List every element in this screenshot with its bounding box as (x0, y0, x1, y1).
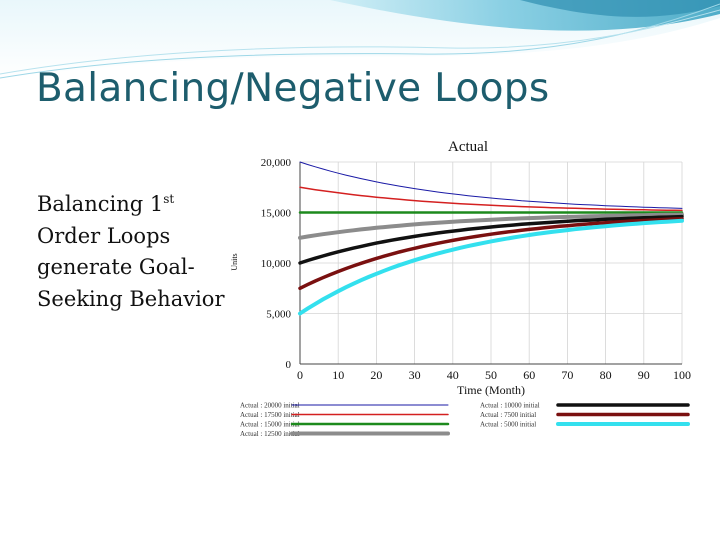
body-line-2: Order Loops (37, 223, 171, 248)
x-tick-labels: 0 10 20 30 40 50 60 70 80 90 100 (297, 368, 691, 382)
legend-label: Actual : 17500 initial (240, 411, 300, 419)
y-tick-label: 20,000 (261, 157, 292, 169)
legend-label: Actual : 20000 initial (240, 402, 300, 410)
x-tick-label: 100 (673, 368, 691, 382)
body-text: Balancing 1st Order Loops generate Goal-… (37, 184, 247, 315)
chart-title: Actual (448, 139, 488, 155)
chart: 0 5,000 10,000 15,000 20,000 0 10 20 30 40 50 60 70… (230, 139, 691, 438)
x-tick-label: 10 (332, 368, 344, 382)
series-line (298, 214, 684, 265)
y-axis-label: Units (230, 253, 239, 270)
x-axis-label: Time (Month) (457, 383, 525, 397)
legend-label: Actual : 12500 initial (240, 430, 300, 438)
x-tick-label: 20 (370, 368, 382, 382)
body-line-4: Seeking Behavior (37, 286, 225, 311)
y-tick-label: 15,000 (261, 208, 292, 220)
legend-label: Actual : 5000 initial (480, 421, 536, 429)
legend-label: Actual : 15000 initial (240, 421, 300, 429)
x-tick-label: 70 (561, 368, 573, 382)
y-tick-label: 5,000 (266, 309, 291, 321)
body-line-1-superscript: st (163, 192, 175, 206)
body-line-3: generate Goal- (37, 255, 195, 279)
body-line-1: Balancing 1st (37, 184, 247, 221)
legend-label: Actual : 10000 initial (480, 402, 540, 410)
banner-dark-wave (520, 0, 720, 17)
series-line (298, 218, 684, 316)
x-tick-label: 30 (409, 368, 421, 382)
series-line (299, 186, 683, 212)
body-line-1-text: Balancing 1 (37, 192, 164, 216)
banner-line-2 (0, 9, 720, 75)
y-tick-labels: 0 5,000 10,000 15,000 20,000 (261, 157, 292, 371)
series-line (298, 212, 684, 240)
header-banner-decoration (0, 0, 720, 80)
chart-series (298, 161, 684, 316)
y-tick-label: 0 (286, 359, 292, 371)
x-tick-label: 90 (638, 368, 650, 382)
x-tick-label: 40 (447, 368, 459, 382)
x-tick-label: 80 (600, 368, 612, 382)
x-tick-label: 60 (523, 368, 535, 382)
series-line (299, 161, 683, 209)
x-tick-label: 0 (297, 368, 303, 382)
slide-title: Balancing/Negative Loops (36, 66, 550, 111)
y-tick-label: 10,000 (261, 258, 292, 270)
series-line (298, 216, 684, 291)
legend-label: Actual : 7500 initial (480, 411, 536, 419)
x-tick-label: 50 (485, 368, 497, 382)
